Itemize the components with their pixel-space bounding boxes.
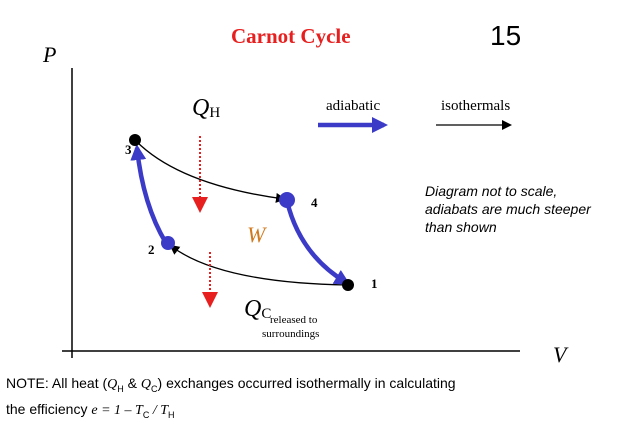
scale-note: Diagram not to scale, adiabats are much …: [425, 183, 591, 235]
heat-in-label: QH: [192, 95, 220, 122]
heat-in-symbol: Q: [192, 95, 210, 121]
heat-out-label: QC: [244, 296, 271, 323]
footnote-qc-sub: C: [151, 383, 158, 394]
footnote-formula: e = 1 – T: [91, 402, 143, 418]
footnote-prefix: NOTE: All heat (: [6, 375, 108, 391]
footnote-qh-symbol: Q: [107, 377, 118, 392]
footnote: NOTE: All heat (QH & QC) exchanges occur…: [6, 373, 456, 425]
x-axis-label: V: [553, 342, 567, 367]
point-1-dot: [342, 279, 354, 291]
heat-out-note-line2: surroundings: [262, 328, 320, 340]
work-label: W: [247, 222, 266, 247]
isotherm-3-4: [135, 140, 286, 203]
heat-in-subscript: H: [209, 105, 221, 121]
point-1-label: 1: [371, 276, 378, 291]
footnote-suffix: ) exchanges occurred isothermally in cal…: [157, 375, 456, 391]
footnote-qh-sub: H: [117, 383, 124, 394]
point-3-dot: [129, 134, 141, 146]
page-title: Carnot Cycle: [231, 24, 351, 48]
adiabat-4-1: [284, 200, 351, 286]
footnote-formula-h-sub: H: [168, 409, 175, 420]
legend-isothermals-label: isothermals: [441, 98, 511, 114]
heat-out-note-line1: released to: [270, 314, 318, 326]
adiabat-2-3: [130, 144, 168, 245]
point-4-label: 4: [311, 195, 318, 210]
footnote-formula-c-sub: C: [142, 409, 150, 420]
footnote-qc-symbol: Q: [140, 377, 152, 392]
y-axis-label: P: [43, 42, 57, 67]
heat-out-subscript: C: [261, 306, 272, 322]
point-3-label: 3: [125, 142, 132, 157]
point-4-dot: [279, 192, 295, 208]
legend-adiabatic-label: adiabatic: [326, 98, 381, 114]
footnote-line2-prefix: the efficiency: [6, 400, 92, 417]
slide-number: 15: [490, 20, 522, 51]
point-2-label: 2: [148, 242, 155, 257]
point-2-dot: [161, 236, 175, 250]
footnote-formula-div: / T: [149, 402, 168, 418]
heat-out-symbol: Q: [244, 296, 262, 322]
isotherm-1-2: [169, 244, 349, 286]
footnote-amp: &: [123, 375, 141, 391]
